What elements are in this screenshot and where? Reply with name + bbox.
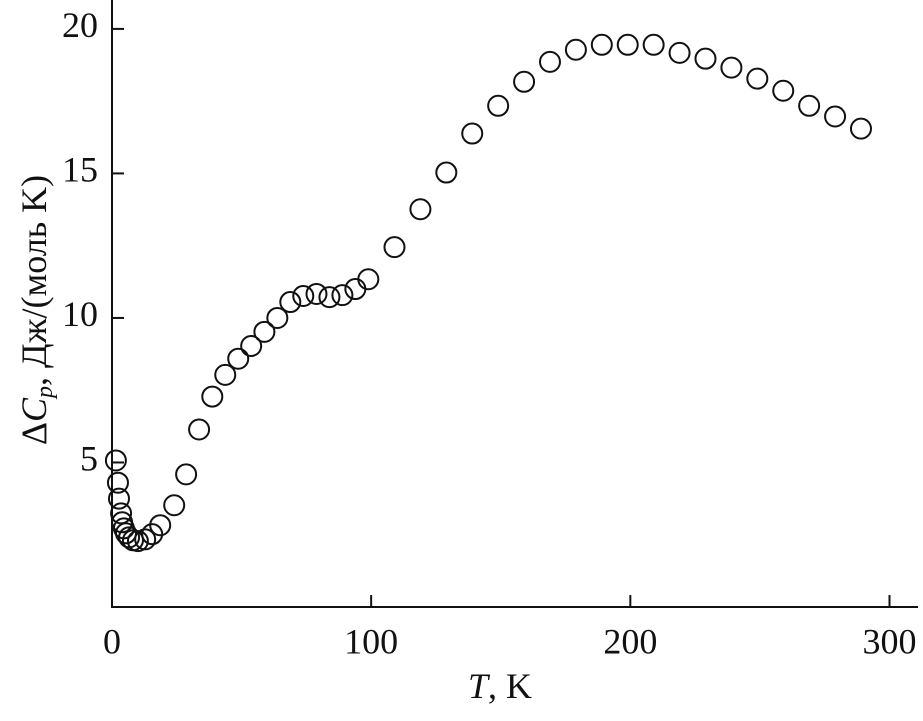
x-tick-label: 0 — [103, 621, 121, 661]
data-point — [227, 347, 250, 370]
data-point — [694, 47, 717, 70]
data-point — [564, 38, 587, 61]
data-point — [188, 418, 211, 441]
data-point — [772, 79, 795, 102]
data-point — [849, 117, 872, 140]
data-point — [590, 33, 613, 56]
data-point — [134, 528, 157, 551]
data-point — [240, 334, 263, 357]
data-point — [798, 94, 821, 117]
data-point — [383, 236, 406, 259]
data-point — [487, 94, 510, 117]
data-point — [107, 487, 130, 510]
y-axis-label: ΔCp, Дж/(моль K) — [14, 175, 57, 445]
y-tick-label: 5 — [80, 439, 98, 479]
data-point — [331, 284, 354, 307]
data-point — [318, 286, 341, 309]
data-point — [642, 33, 665, 56]
data-point — [435, 161, 458, 184]
data-point — [513, 70, 536, 93]
y-label-symbol: C — [14, 397, 54, 422]
x-tick-label: 100 — [344, 621, 398, 661]
data-point — [538, 50, 561, 73]
data-point — [461, 122, 484, 145]
data-point — [149, 514, 172, 537]
data-point — [110, 502, 133, 525]
data-point — [668, 41, 691, 64]
data-point — [344, 278, 367, 301]
data-point — [163, 494, 186, 517]
data-point — [175, 463, 198, 486]
y-tick-label: 15 — [62, 150, 98, 190]
data-point — [214, 363, 237, 386]
data-point — [292, 284, 315, 307]
data-point — [253, 320, 276, 343]
x-tick-label: 200 — [603, 621, 657, 661]
y-tick-label: 10 — [62, 294, 98, 334]
data-point — [201, 385, 224, 408]
data-point — [114, 522, 137, 545]
y-label-subscript: p — [32, 386, 58, 400]
data-point — [616, 33, 639, 56]
data-point — [720, 56, 743, 79]
x-label-symbol: T — [468, 666, 491, 706]
x-tick-label: 300 — [862, 621, 916, 661]
data-point — [305, 282, 328, 305]
data-point — [824, 105, 847, 128]
y-label-delta: Δ — [14, 422, 54, 445]
data-point — [279, 291, 302, 314]
y-tick-label: 20 — [62, 5, 98, 45]
data-point — [266, 306, 289, 329]
data-point — [409, 198, 432, 221]
data-point — [357, 268, 380, 291]
x-axis-label: T, K — [468, 666, 532, 706]
x-label-unit: , K — [488, 666, 532, 706]
data-point — [746, 67, 769, 90]
data-point — [104, 449, 127, 472]
y-label-unit: , Дж/(моль K) — [14, 175, 54, 386]
data-point — [106, 471, 129, 494]
